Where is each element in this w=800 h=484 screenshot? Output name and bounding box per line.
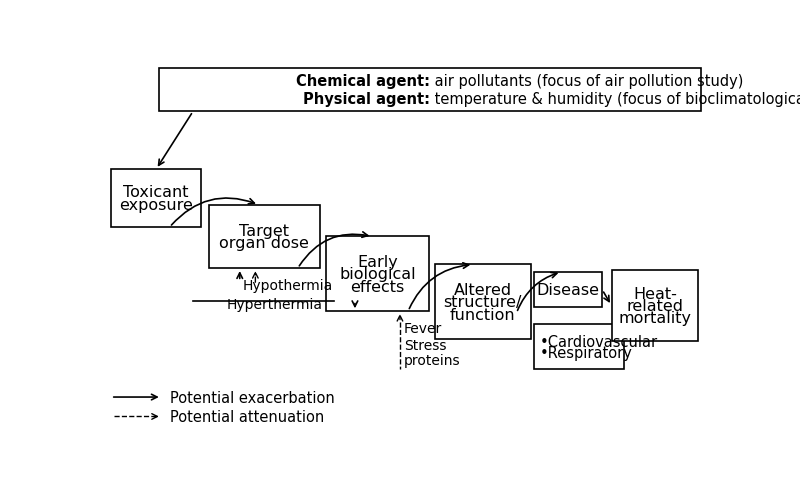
Text: Potential exacerbation: Potential exacerbation	[170, 390, 335, 405]
Bar	[111, 170, 201, 227]
Bar	[534, 272, 602, 308]
Text: Heat-: Heat-	[633, 286, 677, 301]
Text: temperature & humidity (focus of bioclimatological study): temperature & humidity (focus of bioclim…	[430, 92, 800, 107]
Text: Hyperthermia: Hyperthermia	[227, 297, 323, 311]
Text: biological: biological	[339, 267, 416, 282]
Text: •Respiratory: •Respiratory	[540, 345, 633, 360]
Text: Early: Early	[357, 255, 398, 270]
Text: Toxicant: Toxicant	[123, 185, 189, 200]
Text: mortality: mortality	[618, 311, 691, 326]
Text: Fever: Fever	[404, 321, 442, 335]
Text: related: related	[626, 299, 683, 314]
Bar	[326, 237, 429, 312]
Text: Hypothermia: Hypothermia	[242, 278, 333, 292]
Bar	[534, 325, 624, 369]
Bar	[611, 271, 698, 341]
Text: air pollutants (focus of air pollution study): air pollutants (focus of air pollution s…	[430, 74, 743, 89]
Text: Physical agent:: Physical agent:	[303, 92, 430, 107]
Text: proteins: proteins	[404, 354, 461, 368]
Text: structure/: structure/	[444, 295, 522, 310]
Text: effects: effects	[350, 279, 405, 294]
Text: organ dose: organ dose	[219, 236, 310, 251]
Text: Stress: Stress	[404, 338, 446, 352]
Text: Potential attenuation: Potential attenuation	[170, 409, 324, 424]
Bar	[209, 205, 320, 269]
Text: function: function	[450, 307, 516, 322]
Text: exposure: exposure	[119, 197, 193, 212]
Text: Chemical agent:: Chemical agent:	[296, 74, 430, 89]
Bar	[435, 265, 531, 339]
Text: Altered: Altered	[454, 282, 512, 297]
Bar	[159, 69, 702, 112]
Text: Target: Target	[239, 223, 290, 238]
Text: Disease: Disease	[537, 283, 600, 298]
Text: •Cardiovascular: •Cardiovascular	[540, 334, 658, 349]
